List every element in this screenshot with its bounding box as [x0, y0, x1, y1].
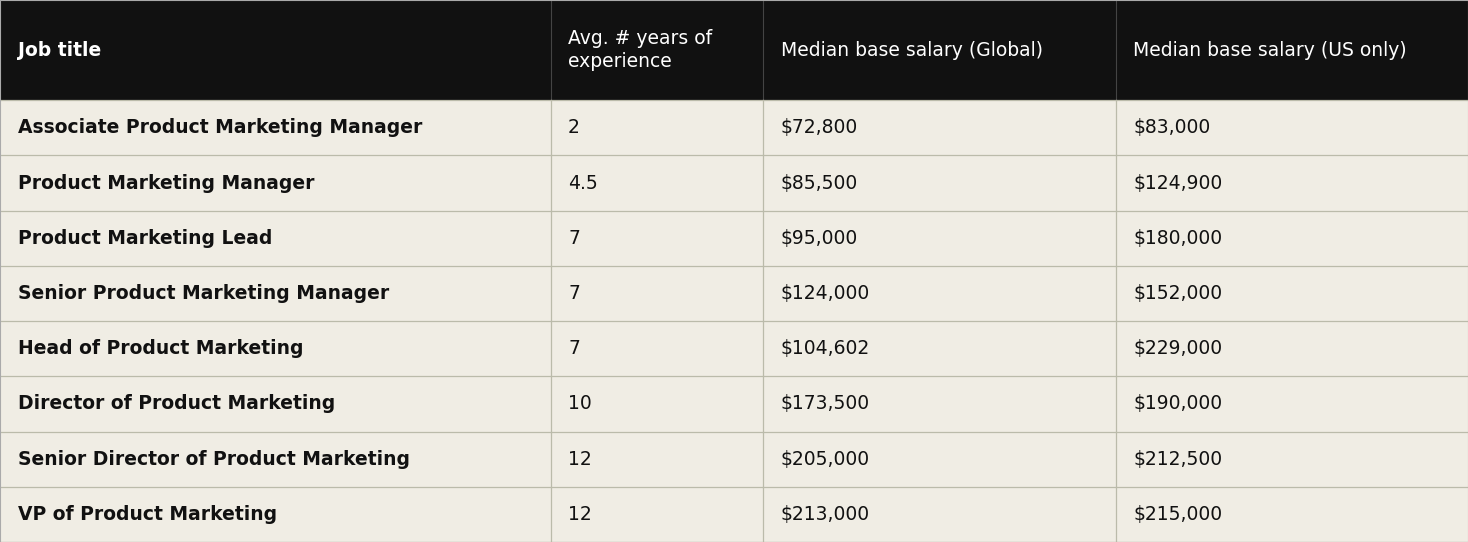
Bar: [763, 321, 1116, 376]
Bar: [763, 156, 1116, 211]
Bar: [0, 156, 550, 211]
Text: $83,000: $83,000: [1133, 118, 1211, 137]
Text: $213,000: $213,000: [781, 505, 871, 524]
Bar: [763, 211, 1116, 266]
Bar: [550, 0, 763, 100]
Text: $190,000: $190,000: [1133, 395, 1223, 414]
Bar: [0, 376, 550, 431]
Bar: [763, 266, 1116, 321]
Bar: [1116, 487, 1468, 542]
Bar: [763, 100, 1116, 156]
Bar: [550, 156, 763, 211]
Text: $72,800: $72,800: [781, 118, 859, 137]
Text: Product Marketing Manager: Product Marketing Manager: [18, 173, 314, 192]
Bar: [0, 100, 550, 156]
Text: 7: 7: [568, 229, 580, 248]
Bar: [1116, 156, 1468, 211]
Text: Product Marketing Lead: Product Marketing Lead: [18, 229, 272, 248]
Bar: [1116, 376, 1468, 431]
Text: Senior Director of Product Marketing: Senior Director of Product Marketing: [18, 450, 410, 469]
Bar: [550, 321, 763, 376]
Text: Job title: Job title: [18, 41, 101, 60]
Text: 7: 7: [568, 284, 580, 303]
Text: Associate Product Marketing Manager: Associate Product Marketing Manager: [18, 118, 421, 137]
Text: $124,900: $124,900: [1133, 173, 1223, 192]
Bar: [550, 266, 763, 321]
Text: $229,000: $229,000: [1133, 339, 1223, 358]
Bar: [1116, 266, 1468, 321]
Bar: [763, 487, 1116, 542]
Text: $124,000: $124,000: [781, 284, 871, 303]
Bar: [763, 376, 1116, 431]
Text: Median base salary (US only): Median base salary (US only): [1133, 41, 1406, 60]
Text: 4.5: 4.5: [568, 173, 597, 192]
Bar: [550, 431, 763, 487]
Text: $95,000: $95,000: [781, 229, 859, 248]
Bar: [1116, 321, 1468, 376]
Bar: [0, 431, 550, 487]
Text: 12: 12: [568, 505, 592, 524]
Text: Senior Product Marketing Manager: Senior Product Marketing Manager: [18, 284, 389, 303]
Bar: [1116, 0, 1468, 100]
Text: 10: 10: [568, 395, 592, 414]
Text: $180,000: $180,000: [1133, 229, 1223, 248]
Bar: [550, 211, 763, 266]
Bar: [0, 0, 550, 100]
Bar: [763, 0, 1116, 100]
Bar: [1116, 431, 1468, 487]
Text: $173,500: $173,500: [781, 395, 871, 414]
Text: $212,500: $212,500: [1133, 450, 1223, 469]
Bar: [0, 211, 550, 266]
Text: 7: 7: [568, 339, 580, 358]
Text: Median base salary (Global): Median base salary (Global): [781, 41, 1042, 60]
Bar: [1116, 211, 1468, 266]
Bar: [1116, 100, 1468, 156]
Text: $85,500: $85,500: [781, 173, 859, 192]
Bar: [550, 100, 763, 156]
Text: Avg. # years of
experience: Avg. # years of experience: [568, 29, 712, 72]
Text: 12: 12: [568, 450, 592, 469]
Bar: [0, 321, 550, 376]
Text: $205,000: $205,000: [781, 450, 871, 469]
Text: Director of Product Marketing: Director of Product Marketing: [18, 395, 335, 414]
Bar: [550, 487, 763, 542]
Bar: [0, 266, 550, 321]
Text: Head of Product Marketing: Head of Product Marketing: [18, 339, 302, 358]
Text: $104,602: $104,602: [781, 339, 871, 358]
Text: $215,000: $215,000: [1133, 505, 1223, 524]
Bar: [550, 376, 763, 431]
Bar: [763, 431, 1116, 487]
Text: 2: 2: [568, 118, 580, 137]
Text: VP of Product Marketing: VP of Product Marketing: [18, 505, 277, 524]
Bar: [0, 487, 550, 542]
Text: $152,000: $152,000: [1133, 284, 1223, 303]
